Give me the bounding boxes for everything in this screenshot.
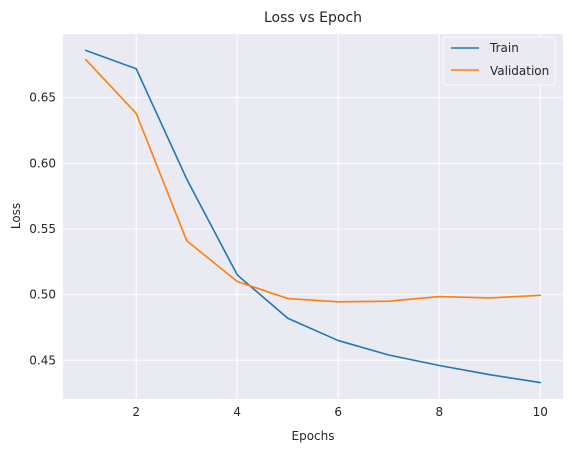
y-axis-title: Loss xyxy=(9,203,23,229)
x-tick-label: 10 xyxy=(533,405,548,419)
legend-label-train: Train xyxy=(489,41,519,55)
x-axis-ticks: 2 4 6 8 10 xyxy=(132,405,548,419)
x-tick-label: 4 xyxy=(233,405,241,419)
x-tick-label: 2 xyxy=(132,405,140,419)
y-tick-label: 0.65 xyxy=(29,91,56,105)
chart-title: Loss vs Epoch xyxy=(264,10,362,26)
legend-box xyxy=(442,36,556,86)
grid xyxy=(63,34,563,399)
x-tick-label: 8 xyxy=(435,405,443,419)
series-lines xyxy=(84,49,542,384)
y-tick-label: 0.55 xyxy=(29,222,56,236)
series-line-validation xyxy=(84,58,542,303)
y-tick-label: 0.50 xyxy=(29,288,56,302)
y-axis-ticks: 0.45 0.50 0.55 0.60 0.65 xyxy=(29,91,56,368)
legend: Train Validation xyxy=(442,36,556,86)
y-tick-label: 0.45 xyxy=(29,353,56,367)
x-axis-title: Epochs xyxy=(292,429,335,443)
plot-area xyxy=(63,34,563,399)
legend-label-validation: Validation xyxy=(490,64,549,78)
series-line-train xyxy=(84,49,542,384)
x-tick-label: 6 xyxy=(334,405,342,419)
y-tick-label: 0.60 xyxy=(29,156,56,170)
